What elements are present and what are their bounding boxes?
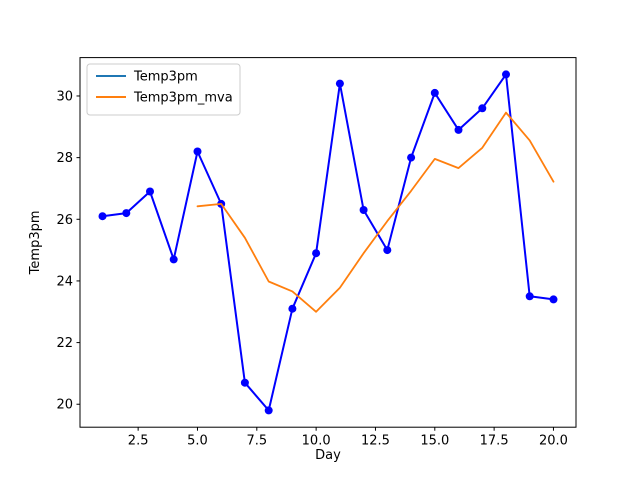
- data-point-marker: [98, 212, 107, 221]
- y-tick-label: 28: [56, 151, 73, 166]
- y-tick-label: 26: [56, 213, 73, 228]
- x-tick-label: 17.5: [480, 434, 509, 449]
- data-point-marker: [146, 187, 154, 196]
- y-tick-label: 22: [56, 336, 73, 351]
- data-point-marker: [169, 255, 178, 264]
- data-point-marker: [454, 125, 463, 134]
- data-point-marker: [502, 70, 510, 79]
- y-tick-label: 24: [56, 274, 73, 289]
- x-tick-label: 2.5: [128, 434, 149, 449]
- legend: Temp3pm Temp3pm_mva: [86, 63, 241, 116]
- data-point-marker: [407, 153, 416, 162]
- series-line-Temp3pm_mva: [196, 111, 555, 313]
- series-group: [98, 70, 558, 415]
- x-axis-ticks: 2.5 5.0 7.5 10.0 12.5 15.0 17.5 20.0: [128, 427, 568, 449]
- x-tick-label: 10.0: [302, 434, 331, 449]
- data-point-marker: [335, 79, 344, 88]
- x-tick-label: 12.5: [361, 434, 390, 449]
- x-tick-label: 7.5: [246, 434, 267, 449]
- x-axis-label: Day: [315, 448, 341, 463]
- x-tick-label: 20.0: [539, 434, 568, 449]
- data-point-marker: [359, 206, 368, 214]
- data-point-marker: [240, 378, 249, 387]
- data-point-marker: [549, 295, 558, 304]
- y-tick-label: 20: [56, 398, 73, 413]
- legend-label: Temp3pm_mva: [133, 91, 233, 106]
- data-point-marker: [430, 88, 439, 97]
- x-tick-label: 5.0: [187, 434, 208, 449]
- data-point-marker: [383, 246, 392, 255]
- data-point-marker: [478, 104, 487, 113]
- data-point-marker: [312, 249, 321, 258]
- data-point-marker: [288, 304, 297, 313]
- y-axis-label: Temp3pm: [28, 210, 43, 275]
- data-point-marker: [264, 406, 273, 415]
- series-line-Temp3pm: [101, 73, 555, 412]
- axes-spines: [79, 57, 577, 428]
- data-point-marker: [525, 292, 534, 301]
- legend-label: Temp3pm: [133, 70, 198, 85]
- y-axis-ticks: 20 22 24 26 28 30: [56, 89, 80, 413]
- y-tick-label: 30: [56, 89, 73, 104]
- data-point-marker: [193, 147, 202, 156]
- x-tick-label: 15.0: [420, 434, 449, 449]
- data-point-marker: [122, 209, 131, 218]
